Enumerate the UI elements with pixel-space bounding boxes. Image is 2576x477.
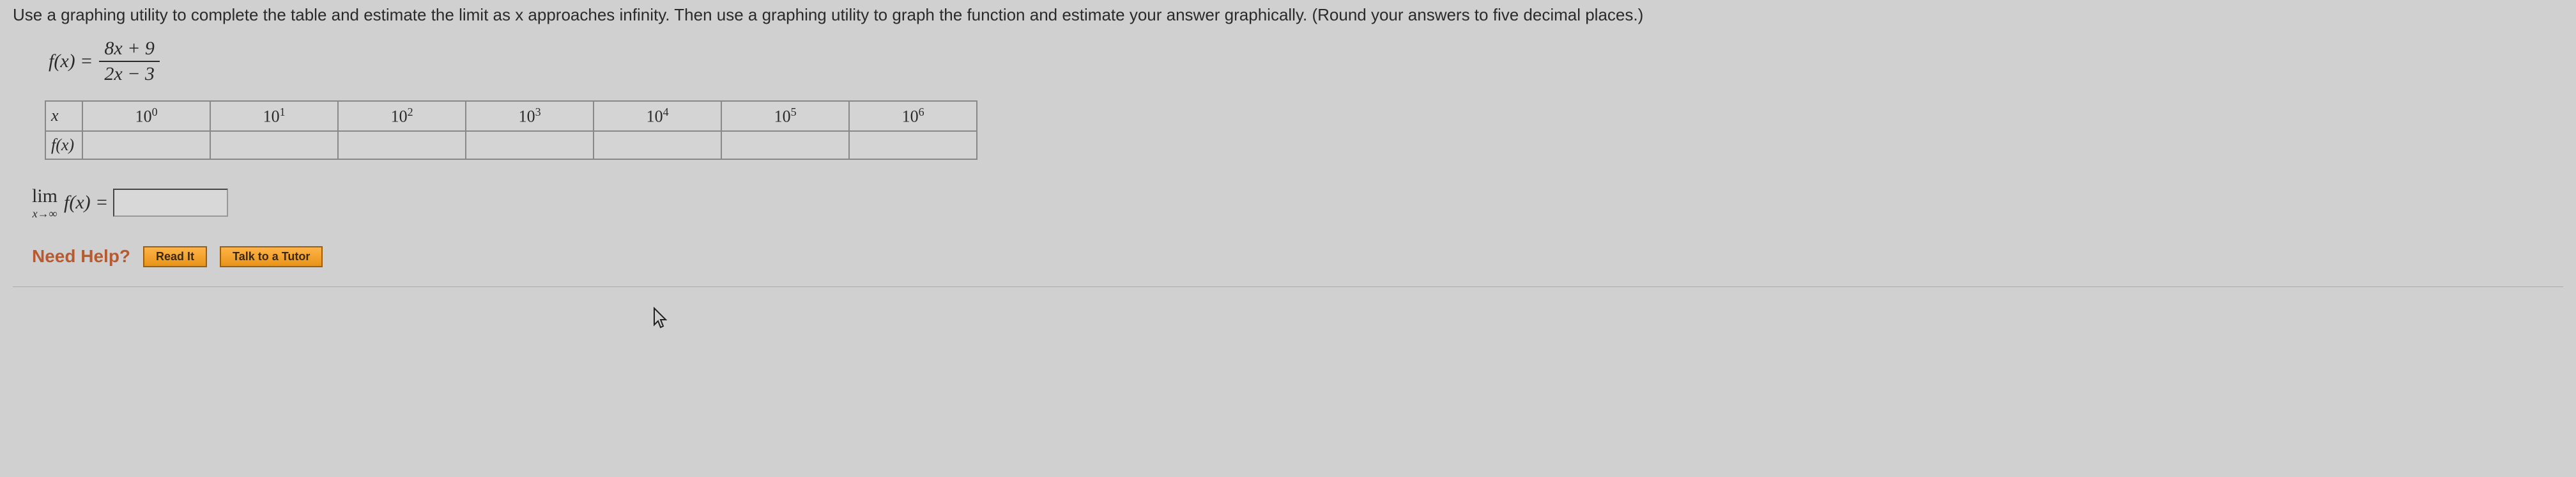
x-cell-1: 101 — [210, 101, 338, 131]
x-cell-3: 103 — [466, 101, 594, 131]
x-cell-0: 100 — [82, 101, 210, 131]
x-cell-4: 104 — [594, 101, 721, 131]
fx-input-0[interactable] — [82, 131, 210, 159]
x-cell-2: 102 — [338, 101, 466, 131]
values-table: x 100 101 102 103 104 105 106 f(x) — [45, 100, 977, 160]
fx-input-5[interactable] — [721, 131, 849, 159]
fx-input-1[interactable] — [210, 131, 338, 159]
fx-row: f(x) — [45, 131, 977, 159]
help-section: Need Help? Read It Talk to a Tutor — [32, 246, 2563, 267]
function-lhs: f(x) = — [49, 51, 93, 72]
fx-input-6[interactable] — [849, 131, 977, 159]
limit-answer-input[interactable] — [113, 189, 228, 217]
fx-input-4[interactable] — [594, 131, 721, 159]
denominator: 2x − 3 — [99, 62, 160, 85]
talk-to-tutor-button[interactable]: Talk to a Tutor — [220, 246, 323, 267]
function-fraction: 8x + 9 2x − 3 — [99, 38, 160, 85]
fx-input-2[interactable] — [338, 131, 466, 159]
x-row: x 100 101 102 103 104 105 106 — [45, 101, 977, 131]
fx-input-3[interactable] — [466, 131, 594, 159]
limit-notation: lim x→∞ — [32, 185, 57, 221]
x-cell-6: 106 — [849, 101, 977, 131]
lim-label: lim — [32, 185, 57, 207]
read-it-button[interactable]: Read It — [143, 246, 207, 267]
numerator: 8x + 9 — [99, 38, 160, 62]
cursor-icon — [652, 307, 670, 336]
lim-sub: x→∞ — [33, 207, 57, 221]
need-help-label: Need Help? — [32, 246, 130, 267]
problem-statement: Use a graphing utility to complete the t… — [13, 5, 2563, 25]
x-header: x — [45, 101, 82, 131]
limit-expression: lim x→∞ f(x) = — [32, 185, 2563, 221]
x-cell-5: 105 — [721, 101, 849, 131]
fx-header: f(x) — [45, 131, 82, 159]
function-definition: f(x) = 8x + 9 2x − 3 — [49, 38, 2563, 85]
limit-fx-label: f(x) = — [64, 192, 108, 214]
section-divider — [13, 286, 2563, 287]
